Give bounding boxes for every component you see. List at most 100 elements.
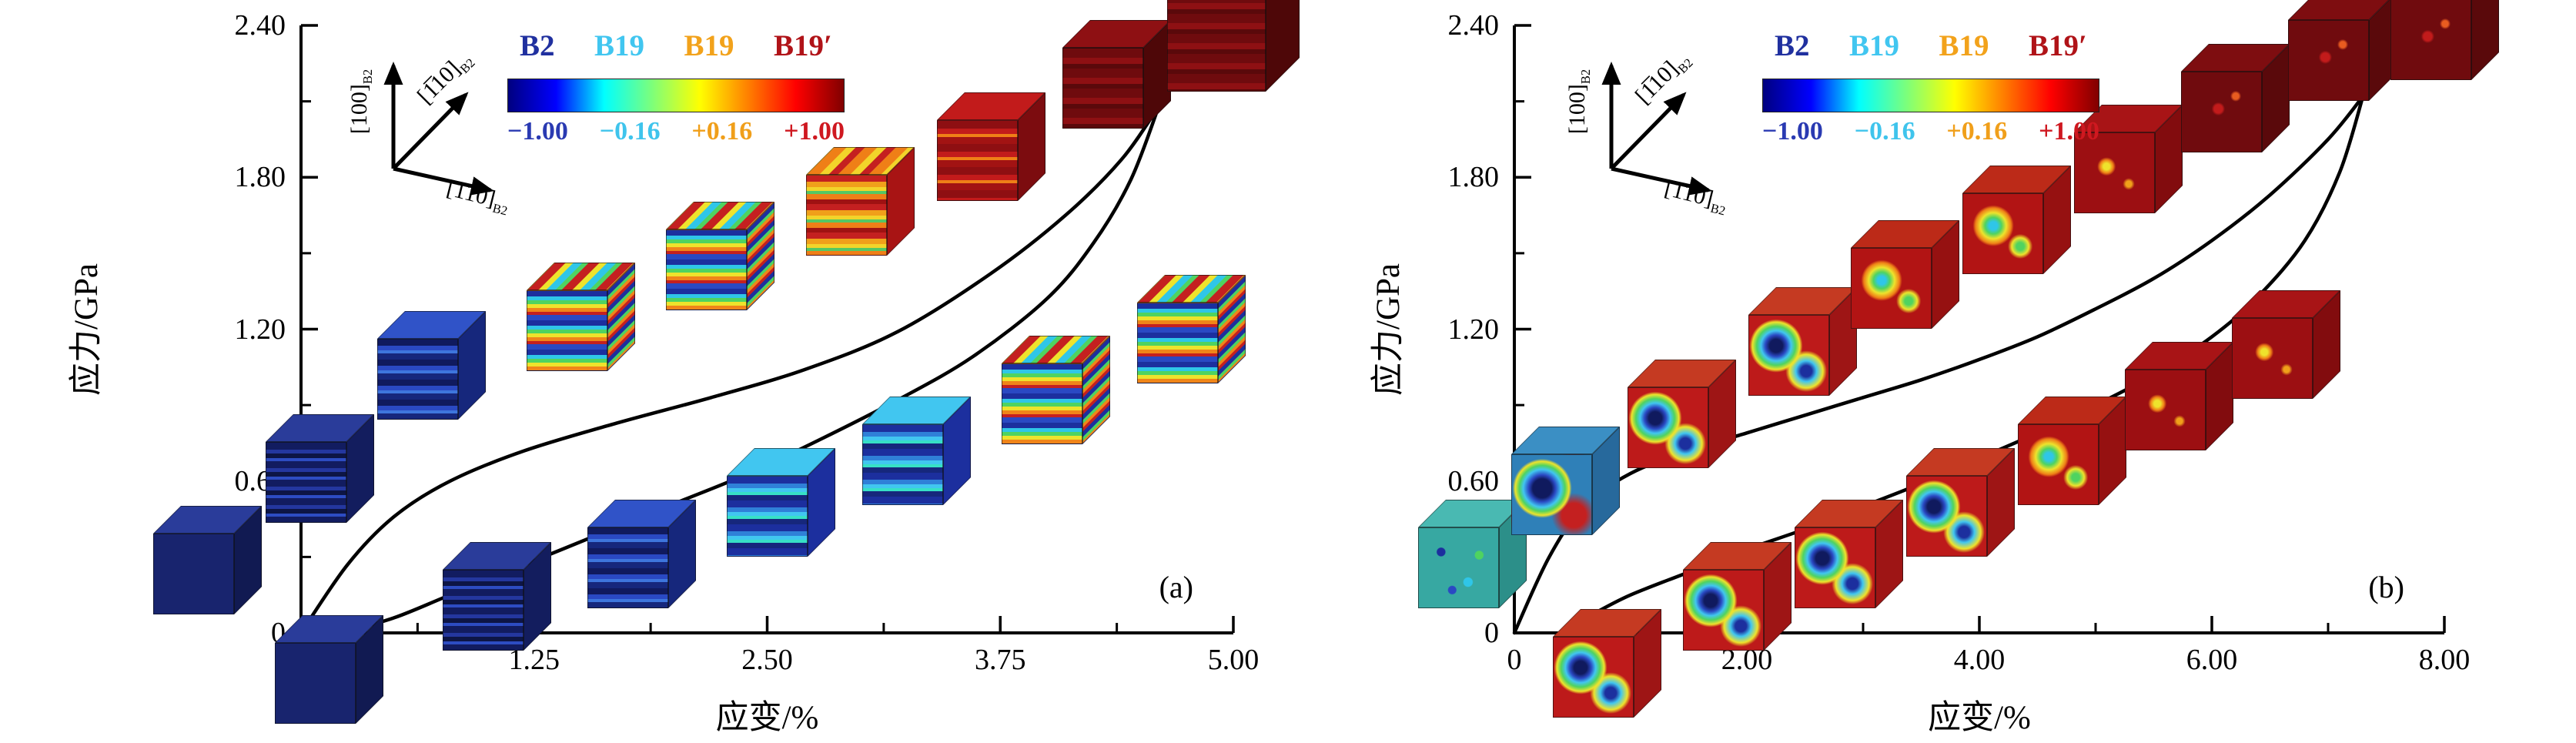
microstructure-inset <box>2180 44 2290 153</box>
microstructure-inset <box>1510 427 1620 536</box>
cube-front-face <box>1137 303 1218 383</box>
y-tick-label: 1.20 <box>234 313 286 346</box>
cube-front-face <box>1510 454 1592 536</box>
microstructure-inset <box>2287 0 2397 102</box>
microstructure-inset <box>666 202 775 311</box>
x-tick-label: 5.00 <box>1207 644 1260 676</box>
panel-label: (a) <box>1159 570 1193 604</box>
legend-label-b19-orange: B19 <box>1939 29 1989 62</box>
cube-front-face <box>1748 314 1829 396</box>
cube-front-face <box>1553 636 1634 718</box>
y-tick-label: 0 <box>271 617 286 649</box>
microstructure-inset <box>2125 341 2234 450</box>
cube-front-face <box>1795 527 1876 608</box>
cube-front-face <box>1906 475 1988 557</box>
x-axis-label: 应变/% <box>715 700 819 736</box>
microstructure-inset <box>1002 335 1111 444</box>
microstructure-inset <box>2018 396 2127 505</box>
microstructure-inset <box>274 614 383 724</box>
cube-side-face <box>2471 0 2499 80</box>
panel-a: 应力/GPa B2 B19 B19 B19′ −1.00 −0.16 +0.16… <box>69 0 1300 736</box>
colorbar-labels: −1.00 −0.16 +0.16 +1.00 <box>1762 117 2099 146</box>
y-tick-label: 2.40 <box>1447 9 1500 42</box>
microstructure-inset <box>1167 0 1300 92</box>
legend-label-b19-cyan: B19 <box>1849 29 1900 62</box>
cube-front-face <box>1962 192 2043 274</box>
microstructure-inset <box>1683 542 1792 651</box>
crystal-axes-arrows <box>1601 62 1712 196</box>
cube-front-face <box>1627 387 1708 469</box>
colorbar-gradient <box>507 79 845 112</box>
cube-front-face <box>442 570 524 651</box>
legend-label-b19-prime: B19′ <box>774 29 832 62</box>
microstructure-inset <box>1795 499 1904 608</box>
y-tick-label: 0.60 <box>1447 464 1500 497</box>
y-tick-label: 1.80 <box>234 161 286 194</box>
panel-b: 应力/GPa B2 B19 B19 B19′ −1.00 −0.16 +0.16… <box>1288 0 2576 743</box>
microstructure-inset <box>265 414 374 524</box>
colorbar-tick: −1.00 <box>1762 117 1823 146</box>
cube-front-face <box>1418 527 1500 608</box>
colorbar-tick: +1.00 <box>2039 117 2099 146</box>
cube-front-face <box>153 533 235 614</box>
colorbar-tick: −0.16 <box>1854 117 1915 146</box>
cube-front-face <box>861 423 943 505</box>
x-tick-label: 2.50 <box>741 644 793 676</box>
colorbar-tick: +1.00 <box>784 117 845 146</box>
colorbar-labels: −1.00 −0.16 +0.16 +1.00 <box>507 117 845 146</box>
legend-row: B2 B19 B19 B19′ <box>507 28 845 63</box>
x-axis-label: 应变/% <box>1928 700 2031 736</box>
microstructure-inset <box>1418 499 1527 608</box>
axis-arrow-110 <box>1611 166 1712 196</box>
cube-front-face <box>2390 0 2471 80</box>
cube-front-face <box>2125 369 2206 450</box>
legend-label-b19-orange: B19 <box>684 29 734 62</box>
axis-arrow-110 <box>393 166 494 196</box>
legend-row: B2 B19 B19 B19′ <box>1762 28 2099 63</box>
colorbar-tick: −1.00 <box>507 117 568 146</box>
microstructure-inset <box>1553 608 1662 718</box>
cube-side-face <box>1266 0 1300 92</box>
cube-front-face <box>727 475 808 557</box>
y-tick-label: 1.80 <box>1447 161 1500 194</box>
cube-front-face <box>2232 317 2313 399</box>
microstructure-inset <box>1850 219 1959 329</box>
colorbar-tick: −0.16 <box>599 117 661 146</box>
microstructure-inset <box>2073 105 2183 214</box>
colorbar-tick: +0.16 <box>1946 117 2008 146</box>
x-tick-label: 8.00 <box>2418 644 2471 676</box>
microstructure-inset <box>806 147 915 256</box>
microstructure-inset <box>861 396 971 505</box>
legend-label-b19-cyan: B19 <box>594 29 645 62</box>
cube-front-face <box>2073 132 2155 214</box>
x-tick-label: 3.75 <box>975 644 1026 676</box>
microstructure-inset <box>526 263 635 372</box>
microstructure-inset <box>1906 447 2016 557</box>
microstructure-inset <box>377 311 487 420</box>
x-tick-label: 4.00 <box>1953 644 2006 676</box>
panel-label: (b) <box>2368 570 2404 604</box>
microstructure-inset <box>1962 165 2071 274</box>
microstructure-inset <box>1062 19 1172 129</box>
legend-label-b19-prime: B19′ <box>2029 29 2087 62</box>
axis-label-100: [100]B2 <box>1564 69 1594 135</box>
microstructure-inset <box>727 447 836 557</box>
axis-arrow-m110 <box>1610 92 1687 170</box>
colorbar-tick: +0.16 <box>691 117 753 146</box>
cube-front-face <box>1850 247 1932 329</box>
cube-front-face <box>666 229 748 311</box>
cube-front-face <box>2180 72 2262 153</box>
cube-front-face <box>806 175 888 256</box>
crystal-axes: [100]B2 [1̅10]B2 [110]B2 <box>1557 30 1812 234</box>
y-tick-label: 0 <box>1484 617 1499 649</box>
crystal-axes-arrows <box>383 62 494 196</box>
y-tick-label: 2.40 <box>234 9 286 42</box>
legend-label-b2: B2 <box>1775 29 1810 62</box>
plot-area: B2 B19 B19 B19′ −1.00 −0.16 +0.16 +1.00 <box>299 24 1235 635</box>
cube-front-face <box>1167 0 1266 92</box>
microstructure-inset <box>2232 290 2341 399</box>
crystal-axes: [100]B2 [1̅10]B2 [110]B2 <box>340 30 594 234</box>
microstructure-inset <box>2390 0 2499 80</box>
phase-legend: B2 B19 B19 B19′ −1.00 −0.16 +0.16 +1.00 <box>507 28 845 146</box>
